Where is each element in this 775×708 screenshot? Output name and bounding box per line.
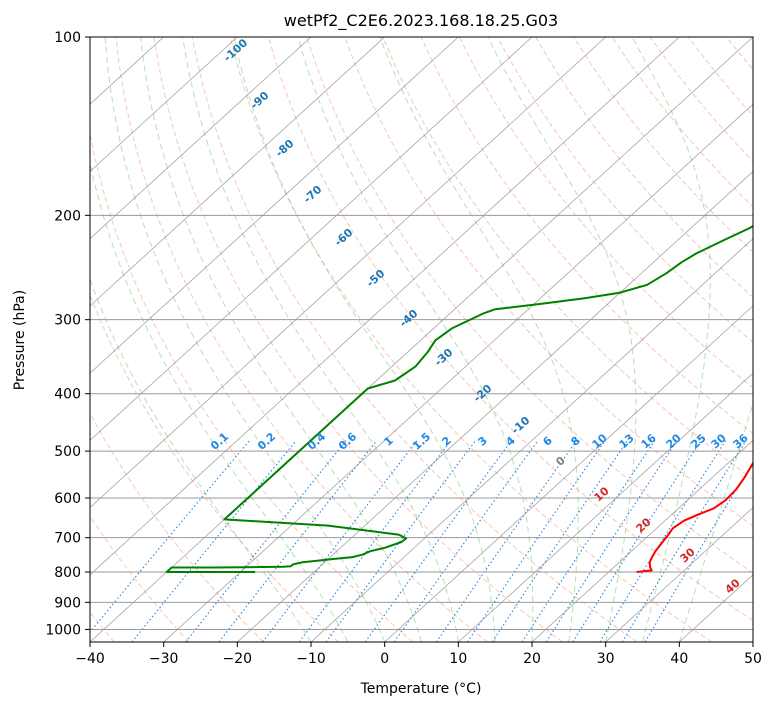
dry-adiabat-line [268,37,753,622]
y-axis: 1000 900 800 700 600 500 400 300 200 100 [45,30,90,638]
isotherm-line [90,37,385,307]
moist-adiabat-line [233,37,496,642]
y-tick-label: 200 [54,208,81,224]
mixing-ratio-line [572,440,702,642]
isotherm-line [458,372,753,642]
mixing-ratio-line [599,440,727,642]
moist-adiabat-line [297,37,534,642]
moist-adiabat-line [487,37,637,642]
isotherm-line [90,37,680,576]
mixing-ratio-line [467,440,606,642]
dry-adiabat-line [115,37,488,642]
x-tick-label: 30 [597,651,615,667]
dry-adiabat-line [306,37,753,574]
moist-adiabat-line [379,37,579,642]
mixing-ratio-line [521,440,656,642]
x-tick-label: −40 [75,651,105,667]
mixing-ratio-line [364,440,512,642]
x-tick-label: 0 [380,651,389,667]
isotherm-line [90,37,312,240]
y-tick-label: 700 [54,531,81,547]
x-tick-label: −20 [223,651,253,667]
isotherm-line [237,170,753,642]
mixing-ratio-line [131,440,297,642]
mixing-ratio-line [325,440,476,642]
y-tick-label: 400 [54,387,81,403]
isotherm-line [605,507,753,642]
dewpoint-line [165,224,753,573]
isotherm-line [531,439,753,642]
dry-adiabat-line [496,37,753,344]
y-tick-label: 300 [54,313,81,329]
y-tick-label: 900 [54,595,81,611]
mixing-ratio-line [435,440,578,642]
dry-adiabat-line [535,37,753,298]
chart-title: wetPf2_C2E6.2023.168.18.25.G03 [284,11,558,31]
dry-adiabat-line [420,37,753,435]
mixing-ratio-line [545,440,678,642]
background-lines [90,37,775,642]
dry-adiabat-line [191,37,638,642]
dry-adiabat-line [229,37,712,642]
temperature-line [636,461,753,573]
moist-adiabat-line [678,401,753,642]
x-tick-label: 40 [670,651,688,667]
dry-adiabat-line [765,37,775,642]
x-tick-label: −30 [149,651,179,667]
y-tick-label: 100 [54,30,81,46]
x-tick-label: −10 [296,651,326,667]
dry-adiabat-line [90,412,264,642]
isotherm-line [90,37,606,509]
y-tick-label: 500 [54,444,81,460]
y-axis-label: Pressure (hPa) [12,290,28,390]
x-tick-label: 50 [744,651,762,667]
mixing-ratio-line [621,440,747,642]
isotherm-line [90,37,753,642]
dry-adiabat-line [153,37,563,642]
isotherm-line [90,37,459,374]
mixing-ratio-line [90,440,251,633]
x-tick-label: 10 [449,651,467,667]
moist-adiabat-line [90,160,349,642]
dry-adiabat-line [382,37,753,481]
plot-frame [89,36,754,643]
isotherm-line [752,641,753,642]
x-axis-label: Temperature (°C) [360,681,482,697]
x-tick-label: 20 [523,651,541,667]
x-axis: −40 −30 −20 −10 0 10 20 30 40 50 [75,642,762,667]
y-tick-label: 800 [54,565,81,581]
y-tick-label: 1000 [45,622,81,638]
profile-lines [165,224,753,573]
y-tick-label: 600 [54,491,81,507]
moist-adiabat-line [182,37,459,642]
moist-adiabat-line [631,37,711,642]
isotherm-line [90,37,533,441]
moist-adiabat-line [140,37,422,642]
mixing-ratio-line [218,440,378,642]
mixing-ratio-line [491,440,629,642]
isotherm-line [384,305,753,642]
isotherm-line [310,238,753,642]
moist-adiabat-line [104,37,386,642]
isotherm-line [90,37,238,172]
isotherm-line [163,103,753,642]
